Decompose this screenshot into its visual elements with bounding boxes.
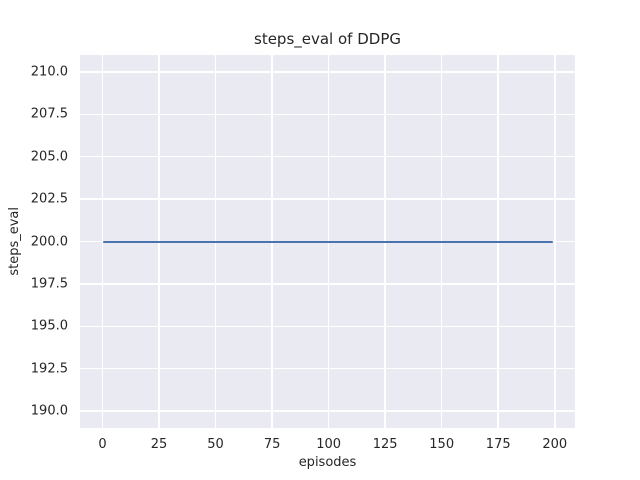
x-axis-label: episodes [298, 455, 357, 470]
grid-line-horizontal [80, 283, 575, 285]
grid-line-horizontal [80, 367, 575, 370]
grid-line-horizontal [80, 410, 575, 412]
x-tick-label: 0 [98, 437, 107, 452]
y-tick-label: 207.5 [30, 106, 68, 122]
x-tick-label: 175 [485, 437, 511, 452]
x-tick-label: 25 [150, 437, 168, 452]
grid-line-horizontal [80, 71, 575, 73]
grid-line-horizontal [80, 198, 575, 200]
x-tick-label: 200 [542, 437, 568, 452]
data-line [102, 240, 553, 243]
x-tick-label: 100 [316, 437, 342, 452]
plot-area [80, 55, 575, 428]
grid-line-horizontal [80, 113, 575, 116]
y-tick-label: 192.5 [30, 361, 68, 377]
x-tick-label: 150 [429, 437, 455, 452]
y-tick-label: 195.0 [30, 318, 68, 334]
grid-line-horizontal [80, 325, 575, 328]
y-tick-label: 210.0 [30, 64, 68, 80]
x-tick-label: 125 [372, 437, 398, 452]
y-tick-label: 190.0 [30, 403, 68, 419]
y-tick-label: 202.5 [30, 191, 68, 207]
y-tick-label: 205.0 [30, 149, 68, 165]
x-tick-label: 75 [263, 437, 281, 452]
y-tick-label: 197.5 [30, 276, 68, 292]
y-tick-label: 200.0 [30, 234, 68, 249]
x-tick-label: 50 [207, 437, 224, 452]
grid-line-horizontal [80, 155, 575, 158]
chart-title: steps_eval of DDPG [254, 30, 401, 48]
